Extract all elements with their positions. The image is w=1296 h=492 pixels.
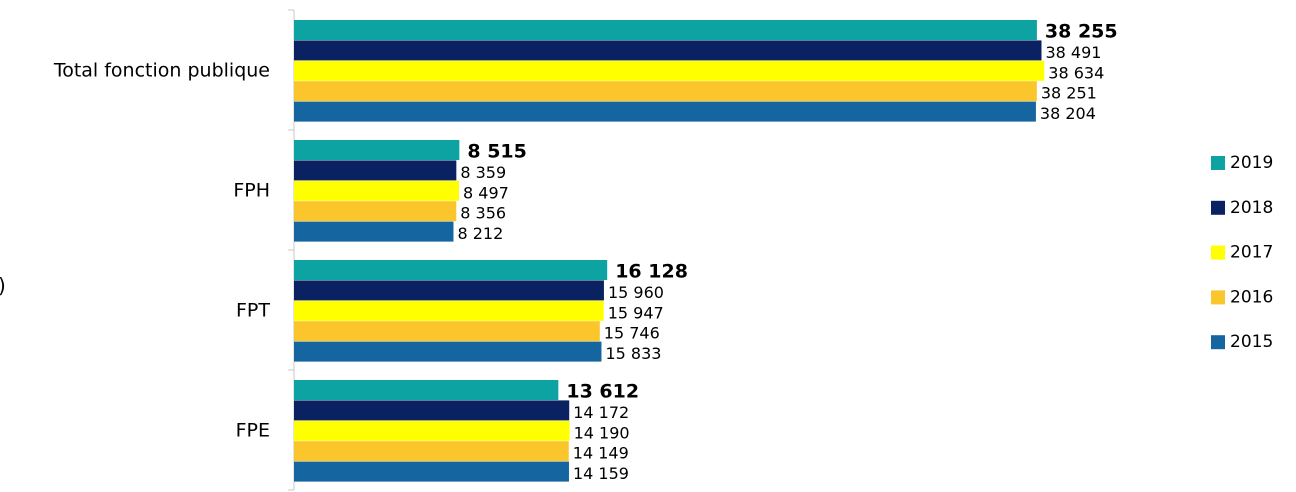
bar — [294, 380, 559, 400]
data-label: 8 515 — [467, 141, 527, 163]
bar — [294, 140, 460, 160]
legend-label: 2017 — [1230, 243, 1273, 263]
legend-swatch — [1211, 335, 1225, 350]
bar — [294, 160, 457, 181]
bar — [294, 400, 570, 421]
bar — [294, 201, 457, 222]
legend-label: 2016 — [1230, 287, 1273, 307]
data-label: 8 212 — [457, 224, 503, 243]
data-label: 38 634 — [1048, 63, 1104, 82]
legend-swatch — [1211, 156, 1225, 170]
data-label: 15 960 — [608, 283, 664, 302]
bar — [294, 461, 569, 482]
data-label: 38 204 — [1040, 104, 1096, 123]
bar — [294, 441, 569, 462]
y-axis-label: ) — [0, 274, 6, 298]
data-label: 14 190 — [574, 423, 630, 442]
y-tick-label: FPH — [233, 180, 270, 202]
data-label: 13 612 — [566, 381, 639, 403]
bar — [294, 101, 1036, 122]
data-label: 38 491 — [1045, 43, 1101, 62]
legend-swatch — [1211, 245, 1225, 260]
bar — [294, 20, 1037, 40]
data-label: 14 172 — [573, 403, 629, 422]
data-label: 14 159 — [573, 464, 629, 483]
data-label: 15 746 — [604, 324, 660, 343]
data-label: 15 947 — [608, 303, 664, 322]
legend-label: 2019 — [1230, 153, 1273, 173]
data-label: 8 356 — [460, 204, 506, 223]
data-label: 8 497 — [463, 183, 509, 202]
legend-label: 2015 — [1230, 332, 1273, 352]
bar — [294, 280, 604, 301]
y-tick-label: FPE — [236, 420, 270, 442]
bar — [294, 180, 460, 201]
y-tick-label: Total fonction publique — [53, 60, 270, 82]
data-label: 8 359 — [460, 163, 506, 182]
bar — [294, 81, 1037, 102]
legend-label: 2018 — [1230, 198, 1273, 218]
data-label: 38 251 — [1041, 84, 1097, 103]
bar — [294, 341, 602, 362]
legend-swatch — [1211, 290, 1225, 305]
data-label: 14 149 — [573, 444, 629, 463]
legend-swatch — [1211, 200, 1225, 215]
bar — [294, 60, 1045, 81]
bar — [294, 221, 454, 242]
bar — [294, 300, 604, 321]
data-label: 16 128 — [615, 261, 688, 283]
bar — [294, 321, 600, 342]
data-label: 38 255 — [1045, 21, 1118, 43]
bar — [294, 420, 570, 441]
data-label: 15 833 — [605, 344, 661, 363]
bar — [294, 40, 1042, 61]
bar — [294, 260, 608, 280]
y-tick-label: FPT — [236, 300, 270, 322]
